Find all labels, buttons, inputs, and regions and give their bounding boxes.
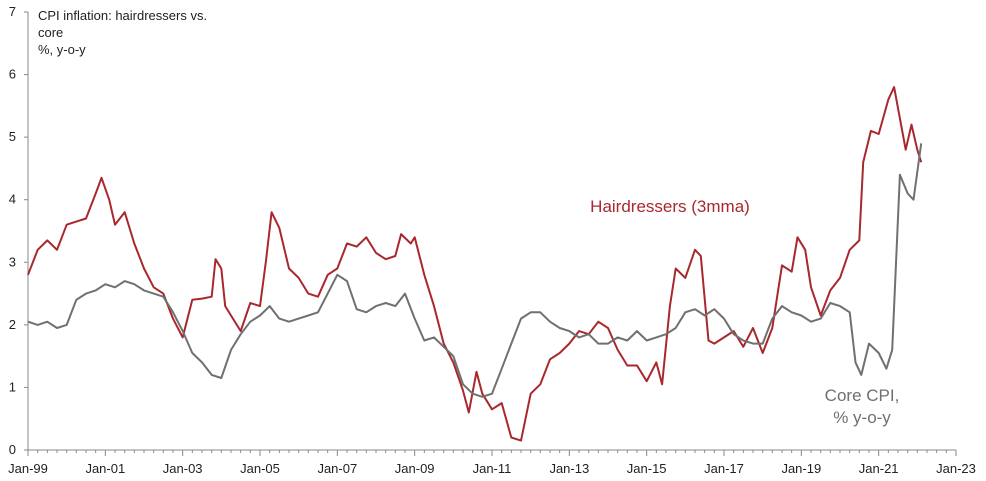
x-tick-label: Jan-99 bbox=[8, 461, 48, 476]
chart-title-line: CPI inflation: hairdressers vs. bbox=[38, 8, 207, 23]
chart-title-line: %, y-o-y bbox=[38, 42, 86, 57]
y-tick-label: 3 bbox=[9, 254, 16, 269]
y-tick-label: 5 bbox=[9, 129, 16, 144]
series-line bbox=[27, 143, 923, 398]
x-tick-label: Jan-11 bbox=[473, 461, 512, 476]
series-label: % y-o-y bbox=[833, 408, 891, 427]
x-tick-label: Jan-21 bbox=[859, 461, 899, 476]
x-tick-label: Jan-15 bbox=[627, 461, 667, 476]
x-tick-label: Jan-05 bbox=[240, 461, 280, 476]
axes: 0 1 2 3 4 5 6 7 Jan-99 Jan-01 Jan-03 Jan-05 Jan-07 Ja… bbox=[8, 4, 976, 476]
y-tick-label: 7 bbox=[9, 4, 16, 19]
series-label: Core CPI, bbox=[825, 386, 900, 405]
y-tick-label: 1 bbox=[9, 379, 16, 394]
x-tick-label: Jan-23 bbox=[936, 461, 976, 476]
chart-title-line: core bbox=[38, 25, 63, 40]
x-tick-label: Jan-17 bbox=[704, 461, 744, 476]
series-line bbox=[27, 86, 923, 442]
x-tick-label: Jan-09 bbox=[395, 461, 435, 476]
series-labels: Hairdressers (3mma) Core CPI, % y-o-y bbox=[590, 197, 899, 427]
chart-title: CPI inflation: hairdressers vs. core %, … bbox=[38, 8, 207, 57]
series-layer bbox=[27, 86, 923, 442]
y-tick-label: 4 bbox=[9, 192, 16, 207]
x-tick-label: Jan-13 bbox=[549, 461, 589, 476]
series-label: Hairdressers (3mma) bbox=[590, 197, 750, 216]
x-tick-label: Jan-19 bbox=[781, 461, 821, 476]
x-tick-label: Jan-07 bbox=[317, 461, 357, 476]
y-tick-label: 2 bbox=[9, 317, 16, 332]
x-tick-label: Jan-01 bbox=[85, 461, 125, 476]
y-tick-label: 0 bbox=[9, 442, 16, 457]
y-tick-label: 6 bbox=[9, 67, 16, 82]
x-tick-label: Jan-03 bbox=[163, 461, 203, 476]
